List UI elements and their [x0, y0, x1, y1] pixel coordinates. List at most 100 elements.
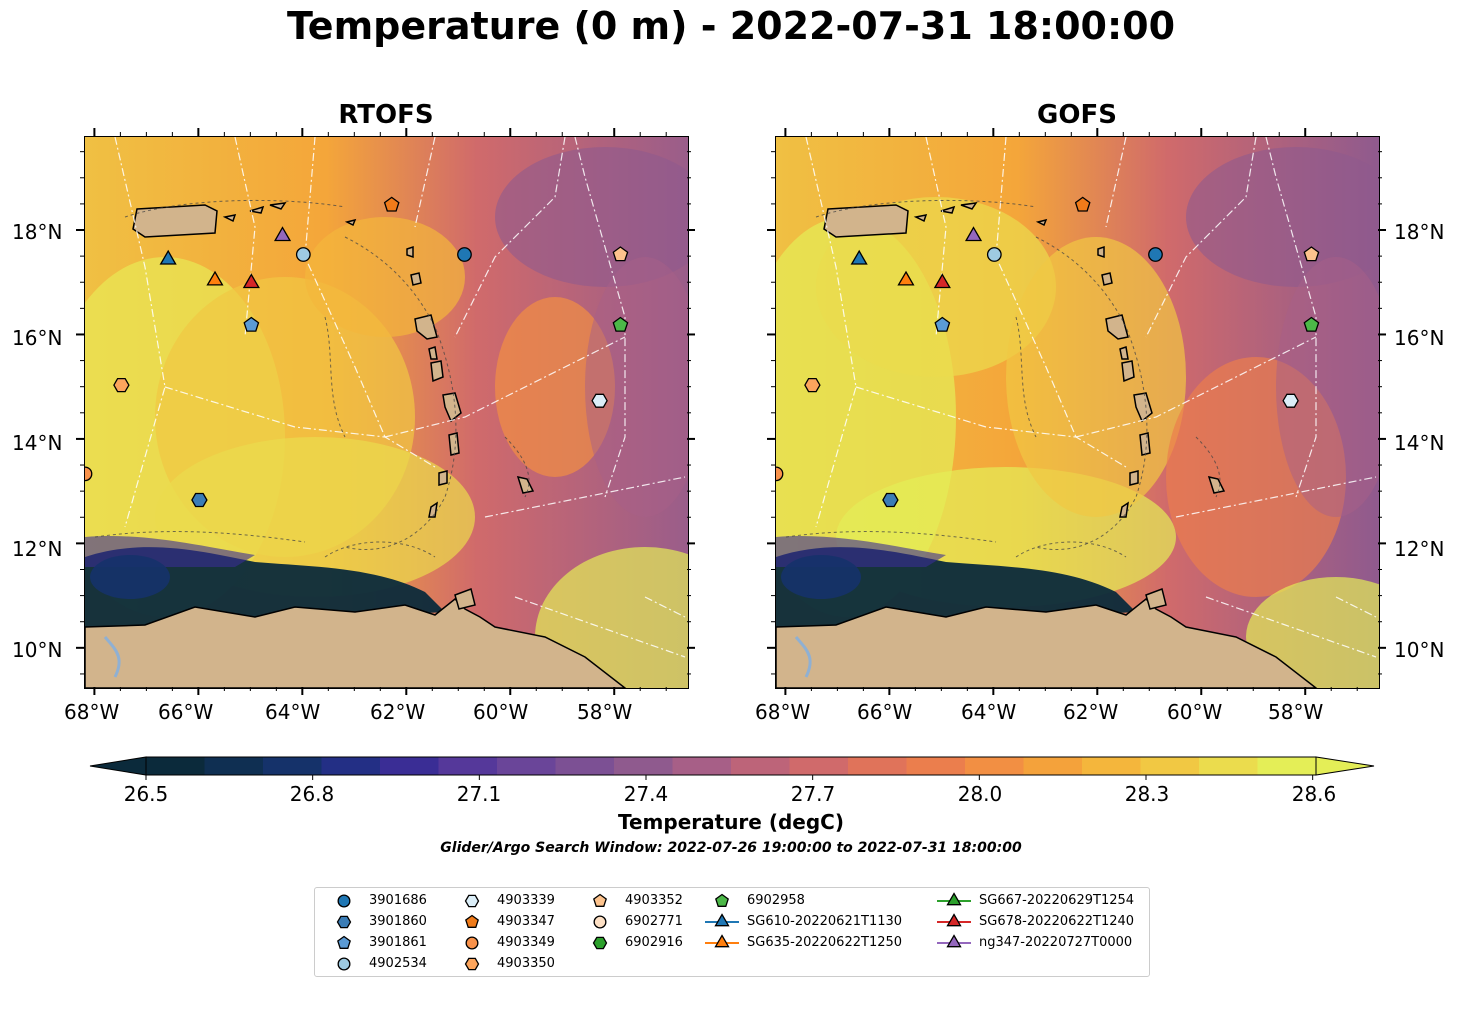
legend-marker-icon	[465, 914, 479, 928]
colorbar-segment	[965, 757, 1024, 775]
legend-marker-icon	[937, 913, 971, 927]
lon-tick-label: 68°W	[755, 700, 811, 724]
colorbar-tick-label: 26.8	[289, 782, 335, 806]
triangle-float-marker[interactable]	[964, 226, 983, 242]
circle-float-marker[interactable]	[457, 247, 472, 262]
lon-tick-label: 62°W	[1063, 700, 1119, 724]
legend-marker-icon	[937, 934, 971, 948]
circle-float-marker[interactable]	[85, 466, 93, 482]
pentagon-float-marker[interactable]	[1074, 196, 1091, 212]
legend: 3901686 3901860 3901861 4902534 4903339 …	[314, 887, 1150, 977]
hexagon-float-marker[interactable]	[113, 377, 130, 393]
colorbar-segment	[321, 757, 381, 775]
map-gofs[interactable]	[775, 136, 1380, 689]
triangle-float-marker[interactable]	[897, 270, 915, 286]
lat-tick-label: 16°N	[12, 326, 63, 350]
lon-tick-label: 64°W	[961, 700, 1017, 724]
colorbar-tick-label: 28.3	[1124, 782, 1170, 806]
colorbar-segment	[1023, 757, 1083, 775]
colorbar-min-extend	[89, 756, 147, 776]
pentagon-float-marker[interactable]	[383, 196, 400, 212]
pentagon-float-marker[interactable]	[243, 316, 260, 332]
colorbar-segment	[848, 757, 907, 775]
hexagon-float-marker[interactable]	[1282, 393, 1299, 408]
colorbar-tick-label: 27.4	[623, 782, 669, 806]
triangle-float-marker[interactable]	[850, 249, 868, 265]
hexagon-float-marker[interactable]	[882, 492, 899, 508]
hexagon-legend-icon[interactable]	[592, 936, 608, 950]
panel-title-gofs: GOFS	[1037, 100, 1117, 130]
colorbar-segment	[1257, 757, 1317, 775]
legend-marker-icon	[705, 934, 739, 948]
lon-tick-label: 62°W	[370, 700, 426, 724]
circle-legend-icon[interactable]	[593, 915, 607, 929]
triangle-legend-icon[interactable]	[946, 934, 962, 948]
colorbar-segment	[497, 757, 556, 775]
triangle-float-marker[interactable]	[273, 226, 292, 242]
lat-tick-label: 16°N	[1394, 326, 1445, 350]
colorbar	[89, 756, 1375, 780]
colorbar-tick-label: 26.5	[123, 782, 169, 806]
colorbar-segment	[1199, 757, 1258, 775]
colorbar-tick-label: 28.6	[1291, 782, 1337, 806]
colorbar-segment	[731, 757, 790, 775]
circle-legend-icon[interactable]	[465, 936, 479, 950]
triangle-float-marker[interactable]	[933, 273, 951, 289]
lat-tick-label: 18°N	[1394, 220, 1445, 244]
circle-float-marker[interactable]	[1148, 247, 1163, 262]
hexagon-legend-icon[interactable]	[464, 957, 480, 971]
triangle-legend-icon[interactable]	[714, 913, 730, 927]
pentagon-legend-icon[interactable]	[593, 893, 607, 907]
circle-float-marker[interactable]	[986, 247, 1002, 262]
pentagon-float-marker[interactable]	[1303, 246, 1320, 262]
triangle-legend-icon[interactable]	[714, 934, 730, 948]
legend-marker-icon	[937, 892, 971, 906]
colorbar-segment	[906, 757, 966, 775]
circle-float-marker[interactable]	[776, 466, 784, 482]
hexagon-float-marker[interactable]	[191, 492, 208, 508]
hexagon-legend-icon[interactable]	[336, 915, 352, 929]
figure-title: Temperature (0 m) - 2022-07-31 18:00:00	[286, 4, 1176, 48]
lat-tick-label: 14°N	[1394, 431, 1445, 455]
pentagon-legend-icon[interactable]	[465, 914, 479, 928]
legend-marker-icon	[337, 935, 351, 949]
triangle-float-marker[interactable]	[206, 270, 224, 286]
hexagon-legend-icon[interactable]	[464, 894, 480, 908]
pentagon-float-marker[interactable]	[1303, 316, 1320, 332]
colorbar-segment	[146, 757, 205, 775]
lat-tick-label: 18°N	[12, 220, 63, 244]
lat-tick-label: 10°N	[1394, 638, 1445, 662]
legend-marker-icon	[705, 913, 739, 927]
hexagon-float-marker[interactable]	[804, 377, 821, 393]
legend-marker-icon	[464, 894, 480, 908]
search-window-subtitle: Glider/Argo Search Window: 2022-07-26 19…	[440, 840, 1022, 856]
map-canvas	[85, 137, 688, 688]
lon-tick-label: 66°W	[857, 700, 913, 724]
colorbar-tick-label: 27.1	[456, 782, 502, 806]
pentagon-float-marker[interactable]	[612, 316, 629, 332]
circle-legend-icon[interactable]	[337, 894, 351, 908]
pentagon-float-marker[interactable]	[934, 316, 951, 332]
map-rtofs[interactable]	[84, 136, 689, 689]
legend-marker-icon	[337, 957, 351, 971]
pentagon-float-marker[interactable]	[612, 246, 629, 262]
colorbar-tick-label: 27.7	[790, 782, 836, 806]
lon-tick-label: 66°W	[158, 700, 214, 724]
circle-legend-icon[interactable]	[337, 957, 351, 971]
legend-marker-icon	[464, 957, 480, 971]
lon-tick-label: 64°W	[265, 700, 321, 724]
triangle-legend-icon[interactable]	[946, 913, 962, 927]
colorbar-segment	[1082, 757, 1141, 775]
hexagon-float-marker[interactable]	[591, 393, 608, 408]
legend-marker-icon	[715, 893, 729, 907]
circle-float-marker[interactable]	[295, 247, 311, 262]
legend-marker-icon	[592, 936, 608, 950]
triangle-float-marker[interactable]	[159, 249, 177, 265]
colorbar-max-extend	[1315, 756, 1375, 776]
triangle-legend-icon[interactable]	[946, 892, 962, 906]
map-canvas	[776, 137, 1379, 688]
panel-title-rtofs: RTOFS	[338, 100, 434, 130]
triangle-float-marker[interactable]	[242, 273, 260, 289]
pentagon-legend-icon[interactable]	[337, 935, 351, 949]
pentagon-legend-icon[interactable]	[715, 893, 729, 907]
